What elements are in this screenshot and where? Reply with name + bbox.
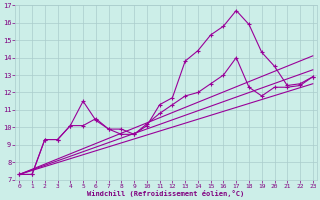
X-axis label: Windchill (Refroidissement éolien,°C): Windchill (Refroidissement éolien,°C)	[87, 190, 245, 197]
